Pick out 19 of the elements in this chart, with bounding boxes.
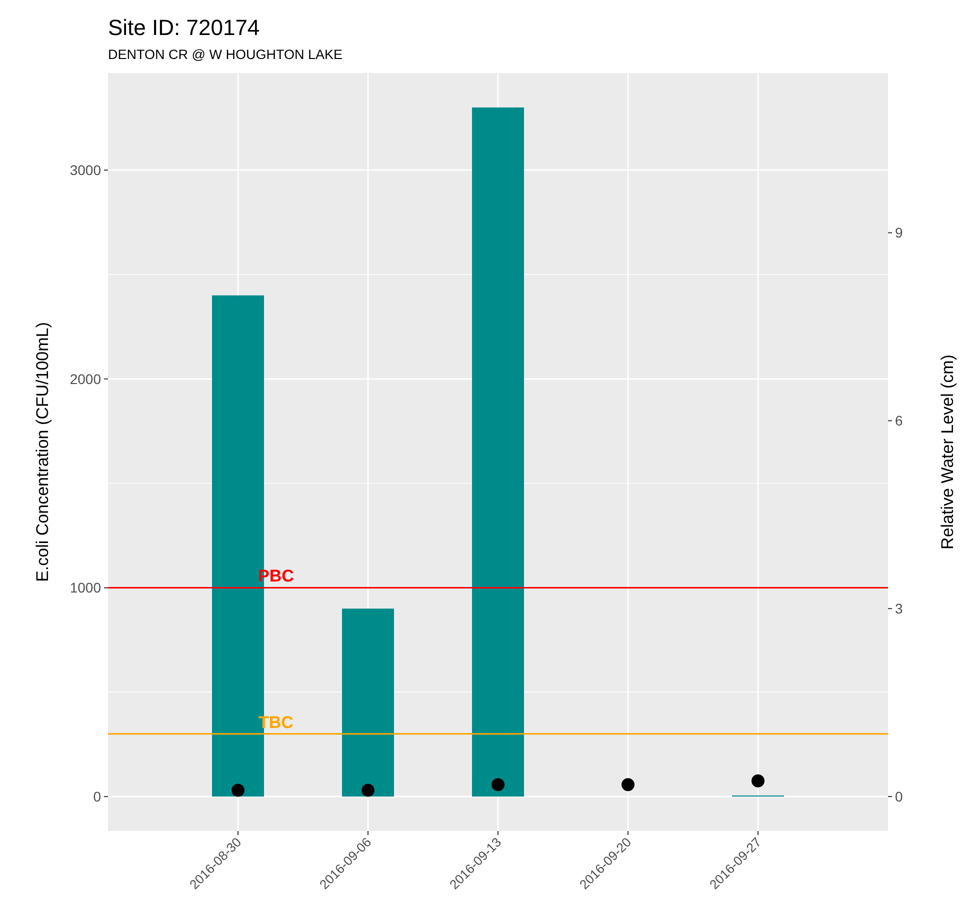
bar	[472, 107, 524, 797]
chart-title: Site ID: 720174	[108, 15, 260, 40]
point	[752, 774, 764, 788]
y2-tick-label: 6	[895, 412, 903, 429]
y-tick-label: 2000	[70, 370, 102, 387]
y-tick-label: 1000	[70, 580, 102, 596]
y-tick-label: 3000	[70, 162, 102, 178]
bar	[342, 608, 394, 797]
y2-axis-title: Relative Water Level (cm)	[938, 354, 957, 550]
y2-tick-label: 9	[895, 224, 903, 241]
point	[232, 784, 244, 797]
point	[622, 778, 634, 792]
point	[492, 778, 504, 792]
y-axis-title: E.coli Concentration (CFU/100mL)	[33, 322, 52, 582]
chart-subtitle: DENTON CR @ W HOUGHTON LAKE	[108, 47, 342, 62]
point	[362, 784, 374, 797]
y2-tick-label: 3	[895, 600, 903, 617]
y2-tick-label: 0	[895, 788, 903, 804]
y-tick-label: 0	[93, 788, 102, 804]
